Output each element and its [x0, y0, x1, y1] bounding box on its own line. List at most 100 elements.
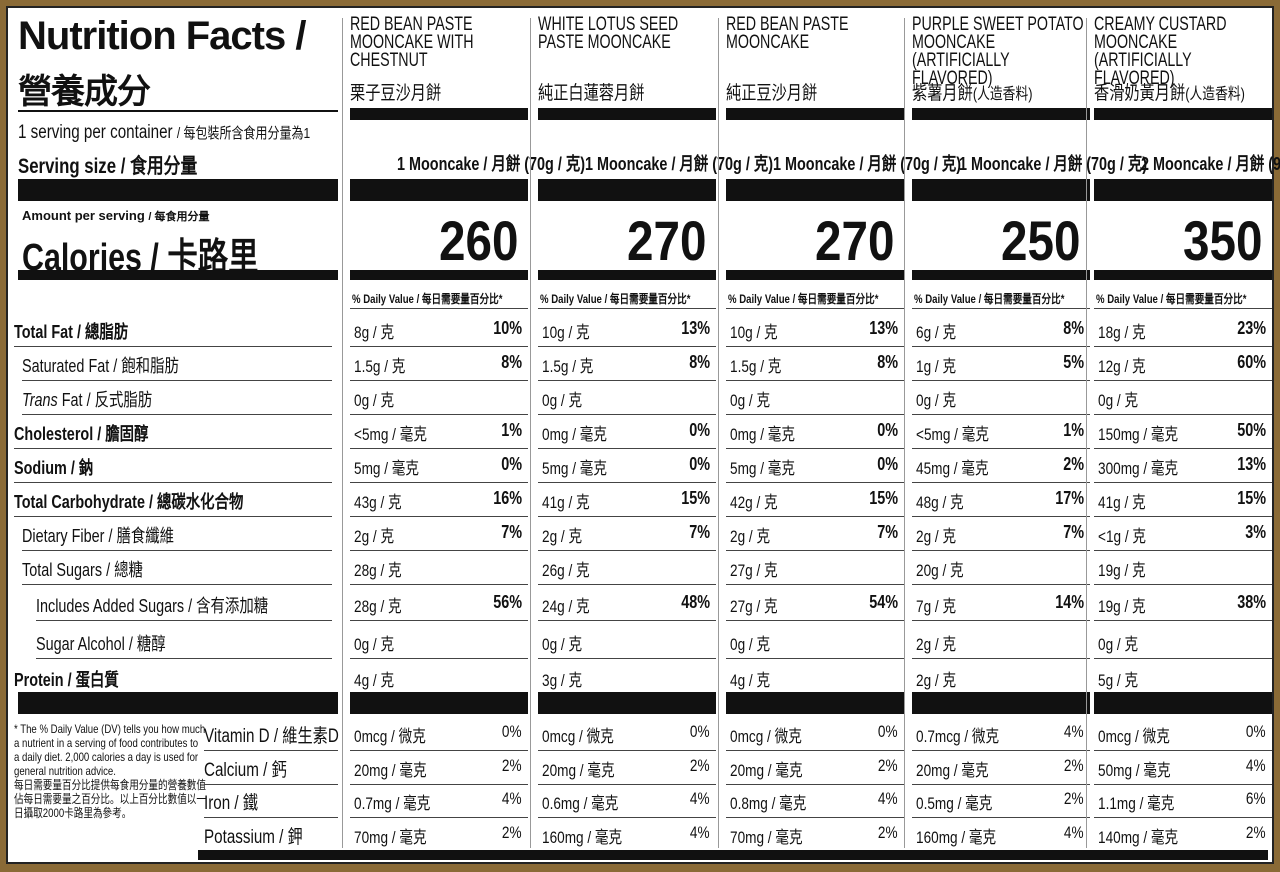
nutrient-name: Cholesterol	[14, 424, 94, 444]
nutrient-amount-text: 0g / 克	[542, 391, 583, 410]
vitamin-dv-text: 4%	[1064, 823, 1084, 842]
dv-header-text: % Daily Value / 每日需要量百分比*	[728, 292, 879, 306]
nutrient-dv: 0%	[872, 454, 898, 475]
nutrient-dv-text: 17%	[1055, 488, 1084, 508]
row-divider	[1094, 346, 1272, 347]
nutrient-name: Includes Added Sugars	[36, 596, 185, 616]
thick-bar	[538, 692, 716, 714]
row-divider	[912, 550, 1090, 551]
nutrient-amount-text: 2g / 克	[730, 527, 771, 546]
serving-size-text: 2 Mooncake / 月餅 (90g / 克)	[1141, 154, 1280, 174]
vitamin-dv-text: 4%	[1246, 756, 1266, 775]
nutrient-amount: 0g / 克	[1098, 630, 1148, 655]
row-divider	[726, 620, 904, 621]
nutrient-dv: 0%	[684, 454, 710, 475]
nutrient-name-zh: / 糖醇	[128, 634, 166, 654]
nutrient-amount: 6g / 克	[916, 318, 966, 343]
nutrient-amount: 2g / 克	[916, 666, 966, 691]
vitamin-amount-text: 70mg / 毫克	[730, 828, 803, 847]
nutrient-dv-text: 8%	[1063, 318, 1084, 338]
nutrient-amount: 1g / 克	[916, 352, 966, 377]
nutrient-amount-text: 0g / 克	[730, 391, 771, 410]
vitamin-amount: 70mg / 毫克	[354, 823, 445, 848]
product-name-zh: 紫薯月餅(人造香料)	[912, 78, 1063, 105]
row-divider	[350, 414, 528, 415]
vitamin-dv: 4%	[873, 789, 898, 809]
nutrient-label: Dietary Fiber / 膳食纖維	[22, 522, 212, 548]
vitamin-dv-text: 4%	[690, 789, 710, 808]
vitamin-dv-text: 2%	[1064, 789, 1084, 808]
row-divider	[726, 584, 904, 585]
vitamin-amount: 20mg / 毫克	[354, 756, 445, 781]
nutrient-amount: 41g / 克	[542, 488, 602, 513]
nutrient-name-zh: / 含有添加糖	[188, 596, 269, 616]
vitamin-amount-text: 50mg / 毫克	[1098, 761, 1171, 780]
nutrient-amount: 8g / 克	[354, 318, 404, 343]
thick-bar	[18, 692, 338, 714]
nutrient-name: Trans	[22, 390, 58, 410]
row-divider	[1094, 516, 1272, 517]
row-divider	[350, 784, 528, 785]
nutrient-amount-text: 2g / 克	[916, 635, 957, 654]
vitamin-dv-text: 2%	[1246, 823, 1266, 842]
nutrient-amount: 26g / 克	[542, 556, 602, 581]
nutrient-amount-text: 0g / 克	[1098, 391, 1139, 410]
vitamin-dv: 2%	[1059, 756, 1084, 776]
nutrient-label-inner: Total Carbohydrate / 總碳水化合物	[14, 488, 243, 514]
serving-size: 1 Mooncake / 月餅 (70g / 克)	[912, 150, 1147, 176]
thick-bar	[726, 108, 904, 120]
vitamin-amount-text: 0.5mg / 毫克	[916, 794, 993, 813]
nutrient-label-inner: Saturated Fat / 飽和脂肪	[22, 352, 179, 378]
row-divider	[726, 516, 904, 517]
thick-bar	[18, 179, 338, 201]
vitamin-amount: 0.8mg / 毫克	[730, 789, 825, 814]
nutrient-amount: 1.5g / 克	[354, 352, 418, 377]
nutrient-amount: 4g / 克	[730, 666, 780, 691]
nutrient-amount-text: 41g / 克	[1098, 493, 1146, 512]
nutrient-amount-text: 7g / 克	[916, 597, 957, 616]
nutrient-label: Saturated Fat / 飽和脂肪	[22, 352, 218, 378]
vitamin-dv-text: 4%	[878, 789, 898, 808]
nutrient-dv-text: 14%	[1055, 592, 1084, 612]
nutrient-amount: 0mg / 毫克	[730, 420, 811, 445]
nutrient-label: Total Fat / 總脂肪	[14, 318, 157, 344]
vitamin-dv: 0%	[1241, 722, 1266, 742]
nutrient-name-zh: / 總碳水化合物	[148, 492, 244, 512]
row-divider	[14, 346, 332, 347]
nutrient-amount-text: <5mg / 毫克	[354, 425, 427, 444]
dv-header-text: % Daily Value / 每日需要量百分比*	[914, 292, 1065, 306]
row-divider	[726, 380, 904, 381]
vitamin-label: Calcium / 鈣	[204, 755, 307, 782]
nutrient-amount-text: 42g / 克	[730, 493, 778, 512]
medium-bar	[912, 270, 1090, 280]
nutrient-dv-text: 7%	[1063, 522, 1084, 542]
row-divider	[1094, 784, 1272, 785]
row-divider	[1094, 817, 1272, 818]
medium-bar	[350, 270, 528, 280]
vitamin-dv: 4%	[685, 789, 710, 809]
row-divider	[14, 448, 332, 449]
thick-bar	[538, 108, 716, 120]
nutrient-dv: 54%	[862, 592, 898, 613]
serving-size-label: Serving size / 食用分量	[18, 150, 242, 180]
row-divider	[912, 516, 1090, 517]
row-divider	[912, 584, 1090, 585]
product-name-zh-inner: 栗子豆沙月餅	[350, 78, 441, 105]
nutrient-label: Cholesterol / 膽固醇	[14, 420, 182, 446]
nutrient-amount: 0g / 克	[542, 630, 592, 655]
nutrient-dv-text: 60%	[1237, 352, 1266, 372]
footnote-en: * The % Daily Value (DV) tells you how m…	[14, 722, 206, 778]
dv-header: % Daily Value / 每日需要量百分比*	[352, 290, 540, 307]
nutrient-amount: 1.5g / 克	[542, 352, 606, 377]
nutrient-amount: 0g / 克	[354, 386, 404, 411]
vitamin-dv-text: 2%	[878, 756, 898, 775]
row-divider	[912, 817, 1090, 818]
nutrient-amount-text: 1.5g / 克	[730, 357, 782, 376]
nutrient-dv-text: 0%	[689, 454, 710, 474]
nutrient-label-inner: Trans Fat / 反式脂肪	[22, 386, 152, 412]
footnote: * The % Daily Value (DV) tells you how m…	[14, 722, 254, 820]
nutrient-amount-text: 150mg / 毫克	[1098, 425, 1179, 444]
row-divider	[350, 346, 528, 347]
vitamin-dv-text: 4%	[1064, 722, 1084, 741]
vitamin-name: Potassium / 鉀	[204, 827, 303, 848]
